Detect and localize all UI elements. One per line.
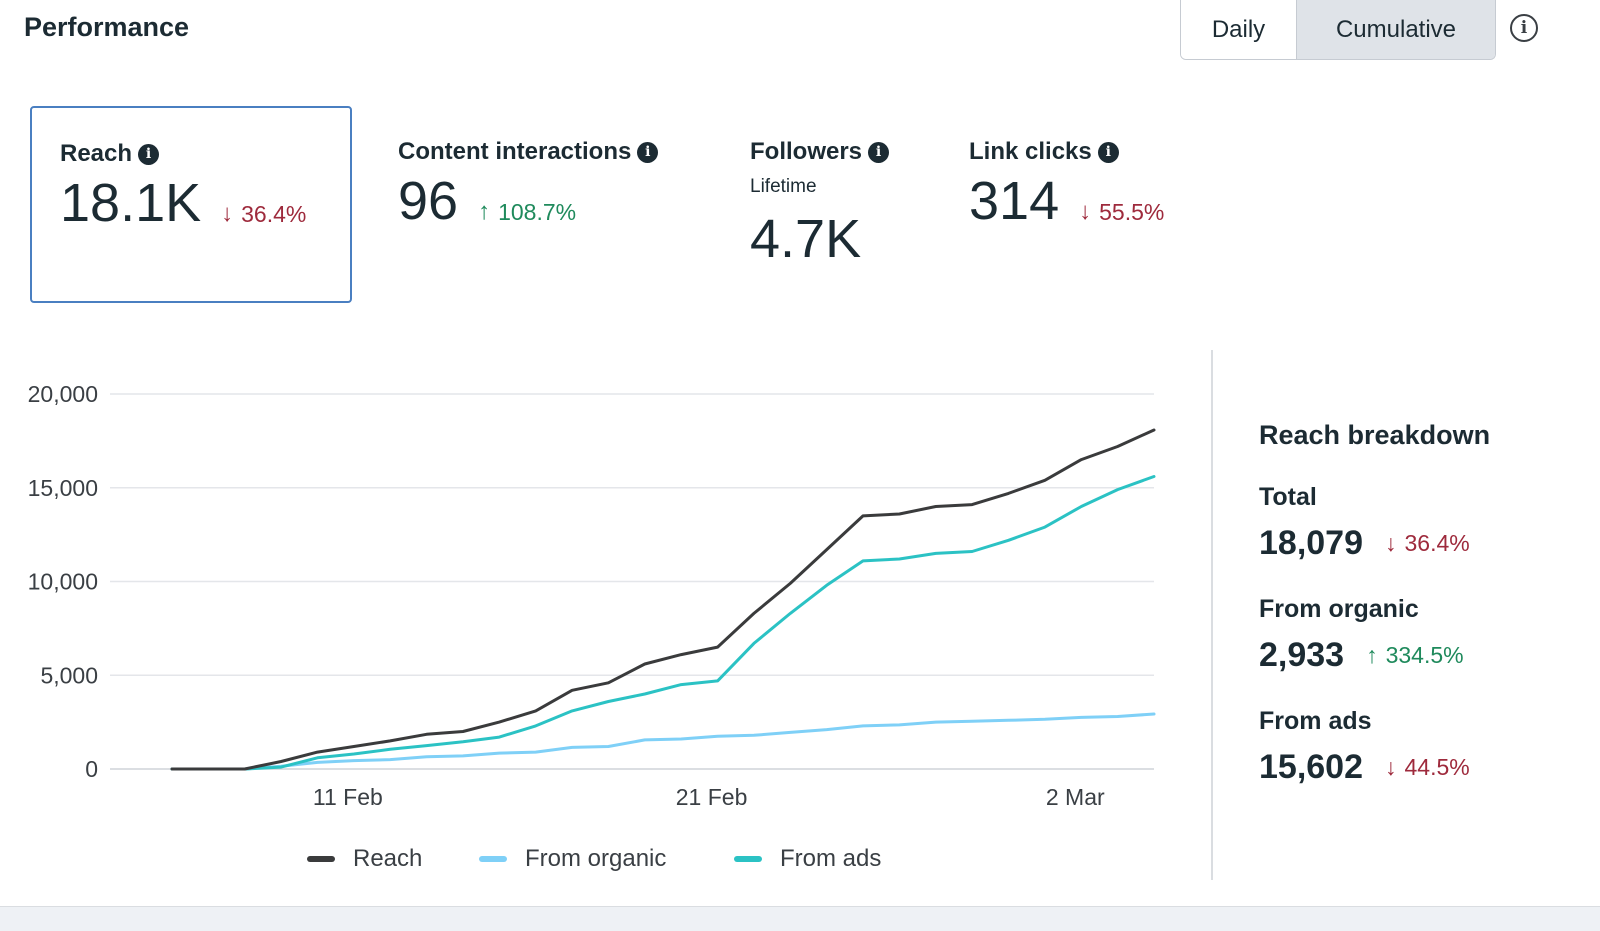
metric-label: Followers i	[750, 138, 890, 166]
breakdown-item-from-organic: From organic 2,933 ↑ 334.5%	[1259, 595, 1579, 675]
legend-item-reach[interactable]: Reach	[307, 845, 422, 873]
y-tick-label: 5,000	[40, 662, 98, 688]
legend-swatch	[307, 856, 335, 862]
metric-label: Content interactions i	[398, 138, 659, 166]
metric-label: Link clicks i	[969, 138, 1164, 166]
y-tick-label: 10,000	[28, 569, 98, 595]
legend-item-from-organic[interactable]: From organic	[479, 845, 666, 873]
arrow-up-icon: ↑	[1366, 642, 1378, 668]
metric-sublabel: Lifetime	[750, 176, 817, 197]
metric-label: Reach i	[60, 140, 350, 168]
bottom-bar	[0, 906, 1600, 931]
breakdown-label: From ads	[1259, 707, 1372, 735]
breakdown-label: Total	[1259, 483, 1317, 511]
breakdown-label: From organic	[1259, 595, 1419, 623]
arrow-down-icon: ↓	[221, 200, 234, 227]
series-line-from-organic[interactable]	[170, 712, 1156, 771]
metric-delta: ↓ 36.4%	[221, 200, 307, 227]
metric-value: 314	[969, 171, 1060, 231]
legend-swatch	[479, 856, 507, 862]
y-tick-label: 20,000	[28, 381, 98, 407]
metric-card-reach[interactable]: Reach i 18.1K ↓ 36.4%	[30, 106, 352, 303]
info-icon[interactable]: i	[637, 141, 659, 163]
info-icon[interactable]: i	[138, 143, 160, 165]
vertical-divider	[1211, 350, 1213, 880]
breakdown-title: Reach breakdown	[1259, 420, 1491, 450]
daily-toggle-button[interactable]: Daily	[1181, 0, 1297, 59]
y-tick-label: 0	[85, 756, 98, 782]
metric-card-followers[interactable]: Followers i Lifetime 4.7K	[750, 138, 890, 269]
x-tick-label: 2 Mar	[1046, 784, 1105, 810]
x-tick-label: 21 Feb	[676, 784, 748, 810]
metric-value: 18.1K	[60, 173, 202, 233]
reach-line-chart: 20,000 15,000 10,000 5,000 0 11 Feb 21 Feb 2 Ma…	[28, 381, 1156, 810]
arrow-down-icon: ↓	[1079, 198, 1092, 225]
reach-breakdown-panel: Reach breakdown Total 18,079 ↓ 36.4% From…	[1259, 420, 1579, 787]
breakdown-value: 15,602	[1259, 748, 1363, 786]
arrow-up-icon: ↑	[478, 198, 491, 225]
reach-chart: 20,000 15,000 10,000 5,000 0 11 Feb 21 Feb 2 Ma…	[0, 350, 1200, 910]
breakdown-delta: ↓ 44.5%	[1385, 754, 1470, 780]
page-title: Performance	[24, 12, 190, 42]
x-tick-label: 11 Feb	[313, 784, 383, 810]
cumulative-toggle-button[interactable]: Cumulative	[1297, 0, 1495, 59]
metric-value: 96	[398, 171, 459, 231]
metric-delta: ↑ 108.7%	[478, 198, 577, 225]
breakdown-delta: ↓ 36.4%	[1385, 530, 1470, 556]
breakdown-value: 2,933	[1259, 636, 1345, 674]
breakdown-item-total: Total 18,079 ↓ 36.4%	[1259, 483, 1579, 563]
metric-value: 4.7K	[750, 209, 862, 269]
legend-swatch	[734, 856, 762, 862]
breakdown-delta: ↑ 334.5%	[1366, 642, 1464, 668]
arrow-down-icon: ↓	[1385, 754, 1397, 780]
series-line-from-ads[interactable]	[170, 475, 1156, 771]
info-icon[interactable]: i	[1097, 141, 1119, 163]
legend-item-from-ads[interactable]: From ads	[734, 845, 881, 873]
breakdown-item-from-ads: From ads 15,602 ↓ 44.5%	[1259, 707, 1579, 787]
metric-card-content-interactions[interactable]: Content interactions i 96 ↑ 108.7%	[398, 138, 659, 231]
info-circle-icon[interactable]: i	[1510, 14, 1538, 42]
y-tick-label: 15,000	[28, 475, 98, 501]
info-icon[interactable]: i	[868, 141, 890, 163]
series-line-reach[interactable]	[170, 428, 1156, 771]
arrow-down-icon: ↓	[1385, 530, 1397, 556]
metric-delta: ↓ 55.5%	[1079, 198, 1165, 225]
view-toggle: Daily Cumulative	[1180, 0, 1496, 60]
breakdown-value: 18,079	[1259, 524, 1363, 562]
metric-card-link-clicks[interactable]: Link clicks i 314 ↓ 55.5%	[969, 138, 1164, 228]
